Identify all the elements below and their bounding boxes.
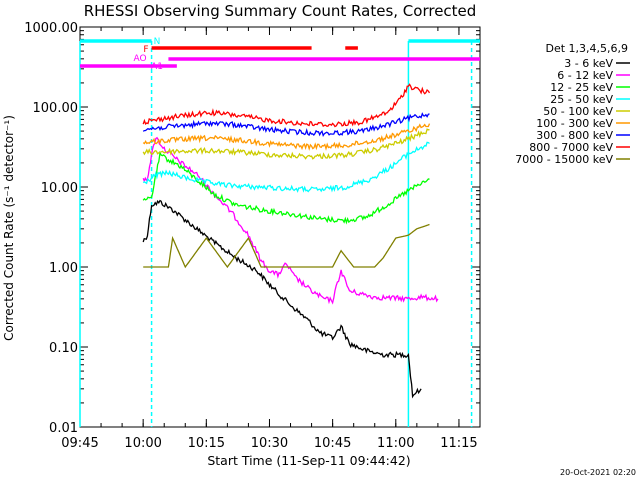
y-tick-label: 10.00 xyxy=(41,181,78,196)
plot-area: 09:45 10:00 10:15 10:30 10:45 11:00 11:15 1000.… xyxy=(24,21,481,451)
y-tick-label: 1.00 xyxy=(49,261,78,276)
flag-bar-label: N xyxy=(154,37,161,47)
legend-label: 12 - 25 keV xyxy=(550,81,613,94)
x-tick-label: 10:45 xyxy=(314,436,351,451)
chart-title: RHESSI Observing Summary Count Rates, Co… xyxy=(84,2,477,20)
y-tick-label: 100.00 xyxy=(33,101,79,116)
y-axis-label: Corrected Count Rate (s⁻¹ detector⁻¹) xyxy=(2,115,16,341)
legend-label: 3 - 6 keV xyxy=(564,57,613,70)
series-line-4 xyxy=(142,141,430,193)
flag-bar-label: F xyxy=(143,45,148,55)
series-line-5 xyxy=(142,128,430,160)
legend-label: 50 - 100 keV xyxy=(543,105,613,118)
plot-frame xyxy=(79,26,481,428)
legend-title: Det 1,3,4,5,6,9 xyxy=(545,42,628,55)
series-line-1 xyxy=(142,199,422,399)
legend-label: 7000 - 15000 keV xyxy=(515,153,613,166)
legend-label: 6 - 12 keV xyxy=(557,69,613,82)
y-tick-label: 0.01 xyxy=(49,421,78,436)
series-line-2 xyxy=(142,136,439,305)
x-tick-label: 10:15 xyxy=(188,436,225,451)
x-tick-label: 09:45 xyxy=(61,436,98,451)
series-line-8 xyxy=(142,83,431,128)
x-tick-label: 11:00 xyxy=(377,436,414,451)
y-tick-label: 0.10 xyxy=(49,341,78,356)
flag-bar-label: AO xyxy=(133,54,146,64)
legend-label: 300 - 800 keV xyxy=(536,129,613,142)
legend-label: 25 - 50 keV xyxy=(550,93,613,106)
series-line-6 xyxy=(142,123,431,151)
legend-label: 100 - 300 keV xyxy=(536,117,613,130)
series-line-7 xyxy=(142,112,430,138)
x-tick-label: 11:15 xyxy=(440,436,477,451)
footer-timestamp: 20-Oct-2021 02:20 xyxy=(560,468,636,477)
x-tick-label: 10:00 xyxy=(124,436,161,451)
series-line-9 xyxy=(143,223,430,269)
y-tick-label: 1000.00 xyxy=(24,21,78,36)
x-axis-label: Start Time (11-Sep-11 09:44:42) xyxy=(207,453,410,468)
series-line-3 xyxy=(142,150,430,225)
legend-label: 800 - 7000 keV xyxy=(529,141,613,154)
x-tick-label: 10:30 xyxy=(251,436,288,451)
flag-bar-label: A1 xyxy=(151,62,163,72)
